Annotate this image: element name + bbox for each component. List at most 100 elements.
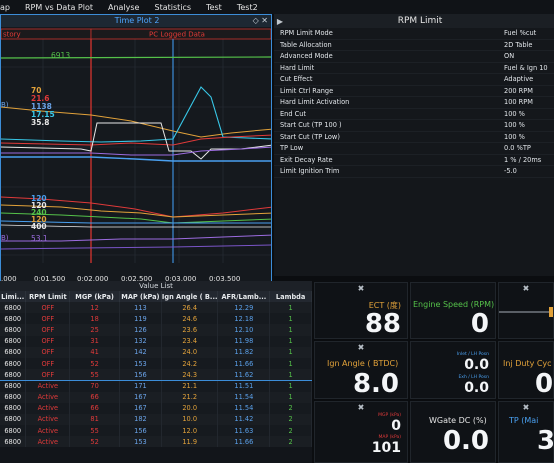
partial-gauge-top-right[interactable]: ✖: [498, 282, 554, 339]
ign-angle-gauge[interactable]: ✖ Ign Angle ( BTDC) 8.0: [314, 341, 408, 399]
rpm-limit-row-value[interactable]: Fuel %cut: [504, 29, 537, 38]
engine-speed-gauge[interactable]: Engine Speed (RPM) 0: [410, 282, 496, 339]
rpm-limit-row-value[interactable]: 100 %: [504, 121, 525, 130]
series-line-blue-low: [1, 220, 271, 224]
menu-item-analyse[interactable]: Analyse: [107, 2, 140, 12]
table-cell: 11.54: [217, 391, 271, 403]
table-cell: 6800: [0, 302, 27, 314]
table-cell: 18: [69, 313, 120, 325]
menu-item-rpm-vs-data-plot[interactable]: RPM vs Data Plot: [24, 2, 93, 12]
table-cell: 24.0: [161, 346, 219, 358]
rpm-limit-row[interactable]: Hard Limit Activation 100 RPM: [274, 97, 554, 109]
value-list-column-header[interactable]: Ign Angle ( B...: [161, 291, 219, 302]
value-list-column-header[interactable]: MAP (kPa): [119, 291, 162, 302]
table-row[interactable]: 6800 OFF 18 119 24.6 12.18 1: [0, 313, 312, 325]
value-label-mid-1: 21.6: [31, 94, 50, 103]
rpm-limit-row-value[interactable]: 1 % / 20ms: [504, 155, 542, 164]
table-row[interactable]: 6800 OFF 52 153 24.2 11.66 1: [0, 357, 312, 370]
ect-label: ECT (度): [368, 301, 401, 310]
logged-label: PC Logged Data: [149, 31, 205, 39]
table-cell: 171: [119, 380, 162, 392]
ect-gauge[interactable]: ✖ ECT (度) 88: [314, 282, 408, 339]
table-row[interactable]: 6800 Active 66 167 20.0 11.54 2: [0, 402, 312, 414]
value-list-column-header[interactable]: AFR/Lamb...: [217, 291, 271, 302]
table-row[interactable]: 6800 Active 81 182 10.0 11.42 2: [0, 413, 312, 426]
table-cell: Active: [25, 425, 71, 437]
rpm-limit-row-value[interactable]: ON: [504, 52, 515, 61]
table-cell: Active: [25, 380, 71, 392]
value-list-body: 6800 OFF 12 113 26.4 12.29 1 6800 OFF 18 119 24.6 12…: [0, 302, 312, 448]
table-cell: 11.62: [217, 369, 271, 381]
time-plot-panel[interactable]: Time Plot 2 ◇ ✕ story PC Logged Data: [0, 14, 272, 286]
value-list-column-header[interactable]: MGP (kPa): [69, 291, 120, 302]
rpm-limit-row[interactable]: Limit Ctrl Range 200 RPM: [274, 86, 554, 97]
rpm-limit-row-value[interactable]: -5.0: [504, 167, 517, 176]
wgate-dc-gauge[interactable]: WGate DC (%) 0.0: [410, 401, 496, 463]
logged-band: [90, 28, 271, 40]
rpm-limit-row-value[interactable]: 2D Table: [504, 40, 533, 49]
close-icon[interactable]: ✕: [261, 16, 268, 25]
expand-icon[interactable]: ✖: [522, 284, 530, 293]
table-row[interactable]: 6800 Active 70 171 21.1 11.51 1: [0, 380, 312, 392]
table-row[interactable]: 6800 Active 55 156 12.0 11.63 2: [0, 425, 312, 437]
menu-item-test2[interactable]: Test2: [236, 2, 258, 12]
table-row[interactable]: 6800 Active 66 167 21.2 11.54 1: [0, 391, 312, 403]
time-plot-chart[interactable]: story PC Logged Data 6913: [1, 27, 272, 286]
value-label-low-3: 120: [31, 215, 47, 224]
menu-item-test[interactable]: Test: [206, 2, 222, 12]
rpm-limit-row[interactable]: Table Allocation 2D Table: [274, 40, 554, 51]
value-list-column-header[interactable]: RPM Limit: [25, 291, 71, 302]
table-cell: 1: [269, 357, 312, 370]
series-line-cyan: [1, 86, 271, 143]
rpm-limit-row[interactable]: Cut Effect Adaptive: [274, 74, 554, 86]
ect-value: 88: [364, 309, 401, 339]
rpm-limit-row[interactable]: TP Low 0.0 %TP: [274, 143, 554, 155]
rpm-limit-row-value[interactable]: 0.0 %TP: [504, 144, 531, 153]
table-cell: 119: [119, 313, 162, 325]
table-cell: 156: [119, 369, 162, 381]
table-row[interactable]: 6800 OFF 41 142 24.0 11.82 1: [0, 346, 312, 358]
table-row[interactable]: 6800 Active 52 153 11.9 11.66 2: [0, 436, 312, 448]
value-list-column-header[interactable]: Limi...: [0, 291, 27, 302]
expand-icon[interactable]: ✖: [357, 403, 365, 412]
manifold-pressure-gauge[interactable]: ✖ MGP (kPa) 0 MAP (kPa) 101: [314, 401, 408, 463]
rpm-limit-row[interactable]: Start Cut (TP 100 ) 100 %: [274, 120, 554, 132]
table-cell: 11.9: [161, 436, 219, 448]
table-cell: 11.66: [217, 436, 271, 448]
pin-icon[interactable]: ◇: [252, 16, 259, 25]
rpm-limit-row-label: Cut Effect: [280, 75, 313, 84]
menu-item-statistics[interactable]: Statistics: [154, 2, 192, 12]
rpm-limit-row-value[interactable]: Fuel & Ign 10: [504, 63, 548, 72]
wgate-dc-value: 0.0: [442, 426, 489, 456]
tp-gauge[interactable]: ✖ TP (Mai 3: [498, 401, 554, 463]
value-list-column-header[interactable]: Lambda: [269, 291, 312, 302]
value-label-low-0: 120: [31, 194, 47, 203]
value-label-mid-3: 17.15: [31, 110, 55, 119]
collapse-arrow-icon[interactable]: ▶: [276, 16, 284, 26]
rpm-limit-row[interactable]: Start Cut (TP Low) 100 %: [274, 132, 554, 143]
rpm-limit-row-value[interactable]: Adaptive: [504, 75, 534, 84]
expand-icon[interactable]: ✖: [357, 284, 365, 293]
rpm-limit-row[interactable]: Advanced Mode ON: [274, 51, 554, 63]
inj-duty-gauge[interactable]: Inj Duty Cyc 0: [498, 341, 554, 399]
table-row[interactable]: 6800 OFF 31 132 23.4 11.98 1: [0, 335, 312, 347]
table-cell: 153: [119, 436, 162, 448]
expand-icon[interactable]: ✖: [522, 403, 530, 412]
rpm-limit-row-value[interactable]: 100 RPM: [504, 98, 533, 107]
expand-icon[interactable]: ✖: [357, 343, 365, 352]
rpm-limit-row[interactable]: Exit Decay Rate 1 % / 20ms: [274, 155, 554, 166]
menu-item-map[interactable]: ap: [0, 2, 10, 12]
table-row[interactable]: 6800 OFF 12 113 26.4 12.29 1: [0, 302, 312, 314]
rpm-limit-row-value[interactable]: 100 %: [504, 132, 525, 141]
rpm-limit-row[interactable]: Hard Limit Fuel & Ign 10: [274, 63, 554, 74]
table-row[interactable]: 6800 OFF 55 156 24.3 11.62 1: [0, 369, 312, 381]
cam-position-gauge[interactable]: Inlet / LH Posn 0.0 Exh / LH Posn 0.0: [410, 341, 496, 399]
rpm-limit-row[interactable]: RPM Limit Mode Fuel %cut: [274, 28, 554, 40]
table-cell: 1: [269, 335, 312, 347]
table-row[interactable]: 6800 OFF 25 126 23.6 12.10 1: [0, 324, 312, 336]
rpm-limit-row-value[interactable]: 200 RPM: [504, 86, 533, 95]
rpm-limit-row-value[interactable]: 100 %: [504, 109, 525, 118]
rpm-limit-row[interactable]: Limit Ignition Trim -5.0: [274, 166, 554, 178]
table-cell: 142: [119, 346, 162, 358]
rpm-limit-row[interactable]: End Cut 100 %: [274, 109, 554, 120]
